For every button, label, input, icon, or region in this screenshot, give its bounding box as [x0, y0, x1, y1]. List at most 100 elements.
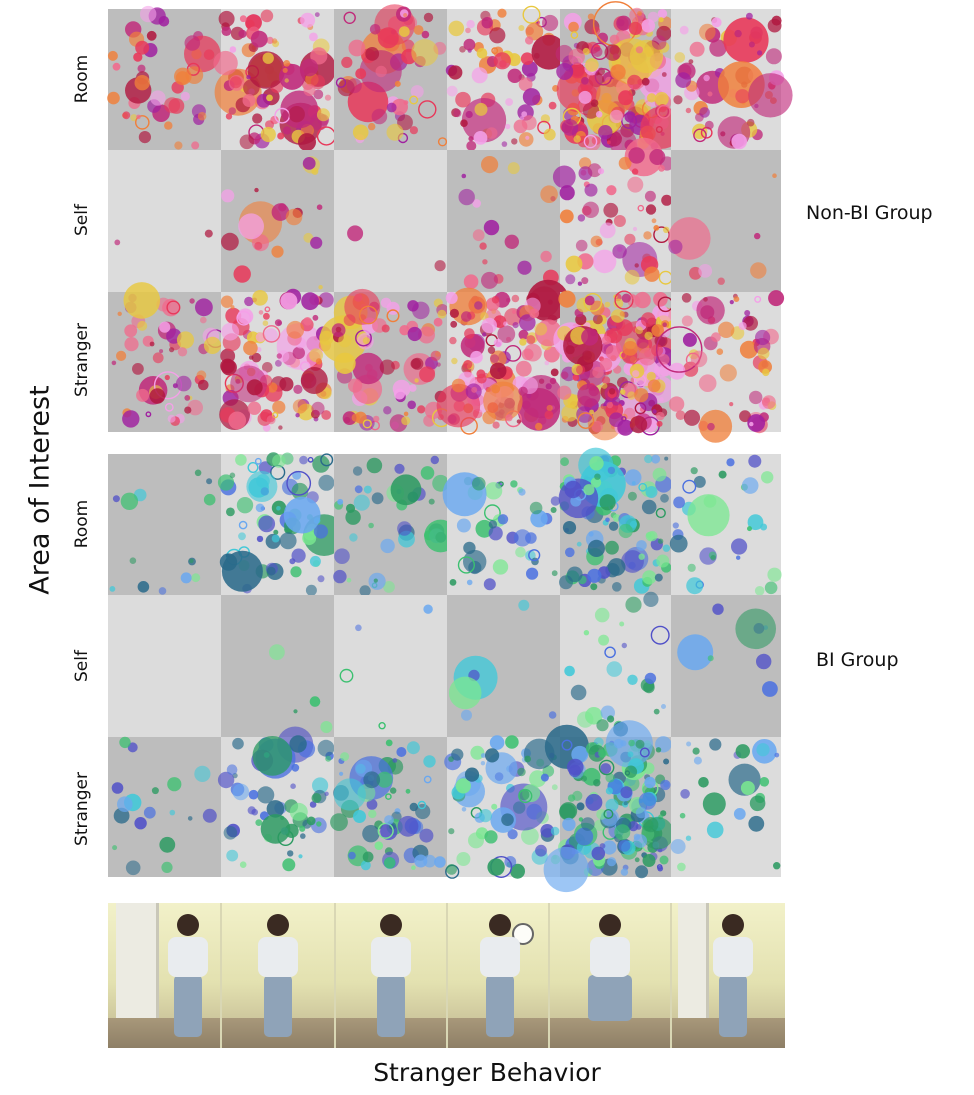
fixation-point: [316, 204, 323, 210]
fixation-point: [632, 226, 638, 232]
fixation-point: [390, 474, 422, 506]
fixation-point: [587, 539, 606, 558]
fixation-point: [748, 41, 755, 48]
fixation-point: [167, 777, 182, 792]
fixation-point: [232, 737, 244, 750]
fixation-point: [314, 12, 320, 17]
fixation-point: [232, 783, 250, 801]
fixation-point: [423, 604, 433, 614]
fixation-point: [604, 646, 616, 659]
fixation-point: [739, 340, 758, 359]
fixation-point: [609, 109, 624, 124]
fixation-point: [298, 854, 303, 859]
fixation-point: [577, 412, 595, 429]
fixation-point: [607, 558, 626, 576]
fixation-point: [278, 425, 283, 430]
fixation-point: [682, 332, 697, 347]
fixation-point: [668, 362, 686, 380]
fixation-point: [368, 809, 377, 819]
fixation-point: [707, 422, 715, 431]
fixation-point: [347, 845, 369, 867]
fixation-point: [658, 164, 665, 172]
fixation-point: [398, 26, 410, 37]
fixation-point: [594, 607, 610, 623]
fixation-point: [579, 157, 592, 170]
fixation-point: [738, 322, 747, 330]
fixation-point: [463, 38, 476, 51]
fixation-point: [544, 360, 550, 366]
fixation-point: [239, 861, 247, 868]
fixation-point: [196, 370, 207, 381]
fixation-point: [371, 492, 384, 505]
fixation-point: [578, 817, 584, 822]
fixation-point: [521, 348, 534, 361]
fixation-point: [403, 411, 409, 417]
fixation-point: [641, 19, 656, 33]
fixation-point: [540, 773, 549, 782]
fixation-point: [729, 402, 734, 407]
fixation-point: [238, 213, 264, 240]
fixation-point: [247, 51, 286, 89]
fixation-point: [239, 134, 255, 150]
fixation-point: [472, 476, 486, 491]
fixation-point: [739, 410, 751, 423]
fixation-point: [339, 668, 354, 683]
fixation-point: [403, 13, 408, 18]
fixation-point: [685, 107, 692, 114]
fixation-point: [483, 578, 496, 591]
fixation-point: [690, 467, 698, 475]
fixation-point: [383, 581, 395, 593]
fixation-point: [305, 584, 317, 596]
fixation-point: [595, 111, 603, 118]
fixation-point: [180, 91, 190, 101]
fixation-point: [755, 329, 771, 346]
fixation-point: [773, 862, 781, 870]
fixation-point: [675, 72, 692, 88]
fixation-point: [335, 326, 342, 333]
fixation-point: [112, 62, 121, 71]
fixation-point: [394, 463, 405, 474]
fixation-point: [291, 548, 306, 563]
fixation-point: [634, 263, 639, 268]
fixation-point: [206, 478, 213, 485]
fixation-point: [282, 126, 292, 135]
fixation-point: [414, 378, 419, 383]
fixation-point: [594, 68, 613, 86]
fixation-point: [271, 411, 279, 419]
fixation-point: [564, 665, 575, 677]
fixation-point: [560, 371, 569, 380]
fixation-point: [644, 266, 660, 282]
fixation-point: [485, 748, 500, 763]
fixation-point: [286, 320, 305, 339]
fixation-point: [518, 329, 529, 340]
fixation-point: [768, 290, 785, 307]
fixation-point: [562, 521, 577, 535]
fixation-point: [561, 739, 573, 751]
fixation-point: [718, 321, 735, 338]
fixation-point: [601, 382, 608, 389]
fixation-point: [507, 162, 520, 175]
fixation-point: [762, 395, 776, 409]
fixation-point: [689, 41, 705, 57]
fixation-point: [325, 755, 332, 762]
fixation-point: [567, 758, 584, 776]
fixation-point: [629, 7, 645, 23]
fixation-point: [606, 661, 623, 677]
fixation-point: [590, 583, 598, 591]
fixation-point: [518, 599, 530, 611]
fixation-point: [285, 208, 303, 226]
fixation-point: [699, 107, 710, 118]
fixation-point: [225, 113, 233, 120]
fixation-point: [337, 498, 344, 505]
fixation-point: [472, 229, 485, 242]
fixation-point: [512, 322, 519, 329]
fixation-point: [265, 120, 274, 130]
fixation-point: [518, 386, 528, 396]
fixation-point: [137, 64, 146, 73]
fixation-point: [635, 739, 645, 749]
fixation-point: [236, 497, 254, 514]
fixation-point: [644, 672, 657, 685]
fixation-point: [572, 374, 580, 381]
fixation-point: [565, 547, 575, 558]
fixation-point: [535, 844, 547, 857]
